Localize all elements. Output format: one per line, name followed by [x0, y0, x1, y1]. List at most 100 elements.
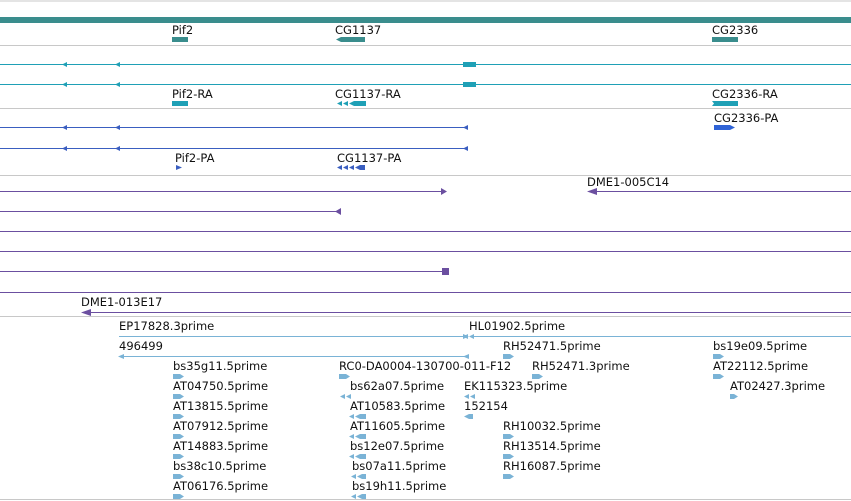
exon-arrow — [62, 82, 67, 87]
est-feature[interactable]: AT07912.5prime — [173, 419, 268, 439]
clone-arrow — [335, 208, 341, 215]
est-glyph — [357, 494, 366, 499]
est-glyph — [503, 454, 514, 459]
protein-feature[interactable]: CG1137-PA — [337, 151, 402, 170]
est-label: AT11605.5prime — [350, 419, 445, 433]
est-glyph — [464, 394, 469, 399]
exon-arrow — [62, 146, 67, 151]
clone-feature[interactable] — [0, 268, 449, 275]
est-feature[interactable]: 152154 — [464, 399, 508, 419]
transcript-feature[interactable] — [0, 62, 851, 67]
protein-feature[interactable]: Pif2-PA — [175, 151, 215, 170]
protein-feature[interactable] — [0, 125, 468, 130]
est-feature[interactable]: AT22112.5prime — [713, 359, 808, 379]
protein-glyph — [337, 165, 342, 170]
est-feature[interactable]: bs07a11.5prime — [351, 459, 446, 479]
est-label: 152154 — [464, 399, 508, 413]
est-glyph — [351, 474, 356, 479]
est-track: EP17828.3prime HL01902.5prime 496499 RH5… — [118, 319, 851, 499]
est-label: bs62a07.5prime — [350, 379, 444, 393]
est-glyph — [730, 394, 738, 399]
protein-glyph — [176, 165, 182, 170]
est-label: RC0-DA0004-130700-011-F12 — [339, 359, 511, 373]
est-label: AT06176.5prime — [173, 479, 268, 493]
est-glyph — [355, 454, 366, 459]
est-arrow — [463, 334, 468, 339]
est-feature[interactable]: AT06176.5prime — [173, 479, 268, 499]
clone-feature[interactable]: DME1-013E17 — [81, 295, 851, 316]
est-glyph — [173, 434, 184, 439]
est-feature[interactable]: HL01902.5prime — [463, 319, 851, 339]
est-feature[interactable]: RH10032.5prime — [503, 419, 601, 439]
est-feature[interactable]: AT14883.5prime — [173, 439, 268, 459]
est-label: AT22112.5prime — [713, 359, 808, 373]
est-glyph — [464, 414, 473, 419]
est-glyph — [503, 434, 514, 439]
est-arrow — [469, 334, 474, 339]
est-feature[interactable]: AT11605.5prime — [349, 419, 445, 439]
est-feature[interactable]: AT10583.5prime — [349, 399, 445, 419]
clone-feature[interactable] — [0, 188, 447, 195]
est-feature[interactable]: bs19e09.5prime — [713, 339, 807, 359]
est-glyph — [357, 474, 366, 479]
exon-block — [463, 62, 476, 67]
est-glyph — [340, 394, 345, 399]
gene-feature[interactable]: CG2336 — [712, 23, 758, 42]
est-glyph — [173, 474, 184, 479]
est-label: AT02427.3prime — [730, 379, 825, 393]
scaffold-bar[interactable] — [0, 17, 851, 23]
transcript-feature[interactable] — [0, 82, 851, 87]
clone-arrow — [81, 309, 91, 316]
est-feature[interactable]: RH52471.5prime — [503, 339, 601, 359]
transcript-feature[interactable]: Pif2-RA — [172, 87, 213, 106]
est-label: bs12e07.5prime — [350, 439, 444, 453]
est-glyph — [713, 354, 724, 359]
est-feature[interactable]: RH13514.5prime — [503, 439, 601, 459]
protein-feature[interactable]: CG2336-PA — [714, 111, 779, 130]
est-glyph — [470, 394, 475, 399]
protein-label: CG1137-PA — [337, 151, 402, 165]
est-feature[interactable]: AT04750.5prime — [173, 379, 268, 399]
est-label: AT07912.5prime — [173, 419, 268, 433]
est-glyph — [351, 494, 356, 499]
transcript-label: Pif2-RA — [172, 87, 213, 101]
protein-track: CG2336-PA Pif2-PA CG1137-PA — [0, 111, 779, 170]
exon-arrow — [62, 62, 67, 67]
gene-label: CG1137 — [335, 23, 381, 37]
est-arrow — [463, 354, 469, 359]
clone-arrow — [587, 188, 597, 195]
est-feature[interactable]: bs38c10.5prime — [173, 459, 266, 479]
est-feature[interactable]: bs12e07.5prime — [349, 439, 444, 459]
est-feature[interactable]: bs62a07.5prime — [340, 379, 444, 399]
est-label: RH10032.5prime — [503, 419, 601, 433]
transcript-label: CG1137-RA — [335, 87, 401, 101]
est-feature[interactable]: 496499 — [118, 339, 469, 359]
est-feature[interactable]: bs35g11.5prime — [173, 359, 267, 379]
est-glyph — [339, 374, 350, 379]
clone-label: DME1-013E17 — [81, 295, 162, 309]
gene-feature[interactable]: CG1137 — [335, 23, 381, 42]
est-label: bs19e09.5prime — [713, 339, 807, 353]
transcript-feature[interactable]: CG1137-RA — [335, 87, 401, 106]
clone-feature[interactable]: DME1-005C14 — [587, 175, 851, 195]
protein-feature[interactable] — [0, 146, 468, 151]
gene-label: Pif2 — [172, 23, 193, 37]
transcript-glyph — [343, 101, 348, 106]
exon-arrow — [115, 146, 120, 151]
clone-arrow — [441, 188, 447, 195]
gene-feature[interactable]: Pif2 — [172, 23, 193, 42]
est-label: RH16087.5prime — [503, 459, 601, 473]
est-feature[interactable]: AT13815.5prime — [173, 399, 268, 419]
est-feature[interactable]: bs19h11.5prime — [351, 479, 446, 499]
clone-feature[interactable] — [0, 208, 341, 215]
est-feature[interactable]: RH16087.5prime — [503, 459, 601, 479]
est-feature[interactable]: AT02427.3prime — [730, 379, 825, 399]
est-arrow — [118, 354, 124, 359]
transcript-feature[interactable]: CG2336-RA — [712, 87, 778, 106]
est-glyph — [503, 474, 514, 479]
est-feature[interactable]: RC0-DA0004-130700-011-F12 — [339, 359, 511, 379]
est-feature[interactable]: EK115323.5prime — [464, 379, 567, 399]
est-feature[interactable]: RH52471.3prime — [532, 359, 630, 379]
est-feature[interactable]: EP17828.3prime — [119, 319, 469, 339]
